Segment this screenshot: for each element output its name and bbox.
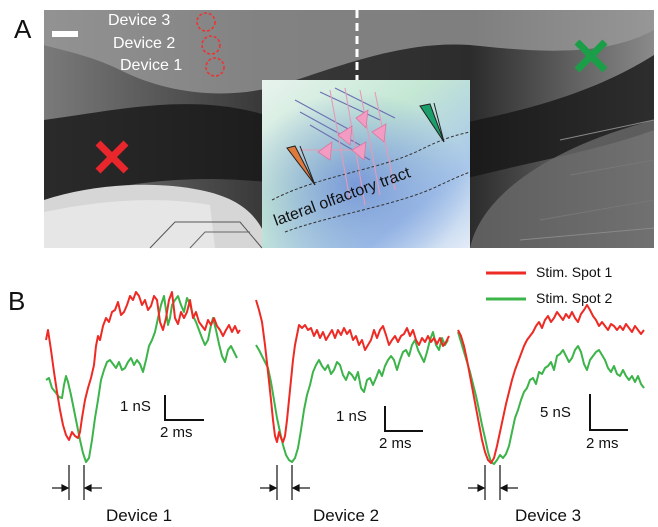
trace-device-1 xyxy=(45,291,241,463)
device-1-circle xyxy=(205,57,225,77)
device-3-label: Device 3 xyxy=(108,12,171,29)
legend-spot-1-label: Stim. Spot 1 xyxy=(536,264,613,280)
x-scale-label-device-3: 2 ms xyxy=(586,435,619,452)
y-scale-label-device-2: 1 nS xyxy=(336,408,367,425)
latency-marker-device-2 xyxy=(260,465,310,500)
y-scale-label-device-3: 5 nS xyxy=(540,404,571,421)
image-scale-bar xyxy=(52,31,78,37)
latency-marker-device-1 xyxy=(52,465,102,500)
stim-spot-1-marker xyxy=(95,140,129,174)
caption-device-1: Device 1 xyxy=(106,506,173,525)
y-scale-label-device-1: 1 nS xyxy=(120,398,151,415)
latency-marker-device-3 xyxy=(468,465,518,500)
panel-a-letter: A xyxy=(14,14,32,44)
caption-device-2: Device 2 xyxy=(313,506,380,525)
device-2-circle xyxy=(201,35,221,55)
stim-spot-2-marker xyxy=(574,39,608,73)
scale-bar-device-1 xyxy=(164,395,204,421)
x-scale-label-device-1: 2 ms xyxy=(160,424,193,441)
x-scale-label-device-2: 2 ms xyxy=(379,435,412,452)
scale-bar-device-3 xyxy=(589,394,628,431)
legend-spot-2-label: Stim. Spot 2 xyxy=(536,290,613,306)
trace-device-2 xyxy=(255,299,450,463)
panel-b-letter: B xyxy=(8,286,26,316)
scale-bar-device-2 xyxy=(384,406,423,432)
trace-device-3 xyxy=(457,304,645,465)
device-2-label: Device 2 xyxy=(113,35,176,52)
device-1-label: Device 1 xyxy=(120,57,183,74)
caption-device-3: Device 3 xyxy=(515,506,582,525)
device-3-circle xyxy=(196,12,216,32)
inset-schematic: lateral olfactory tract xyxy=(262,80,471,248)
